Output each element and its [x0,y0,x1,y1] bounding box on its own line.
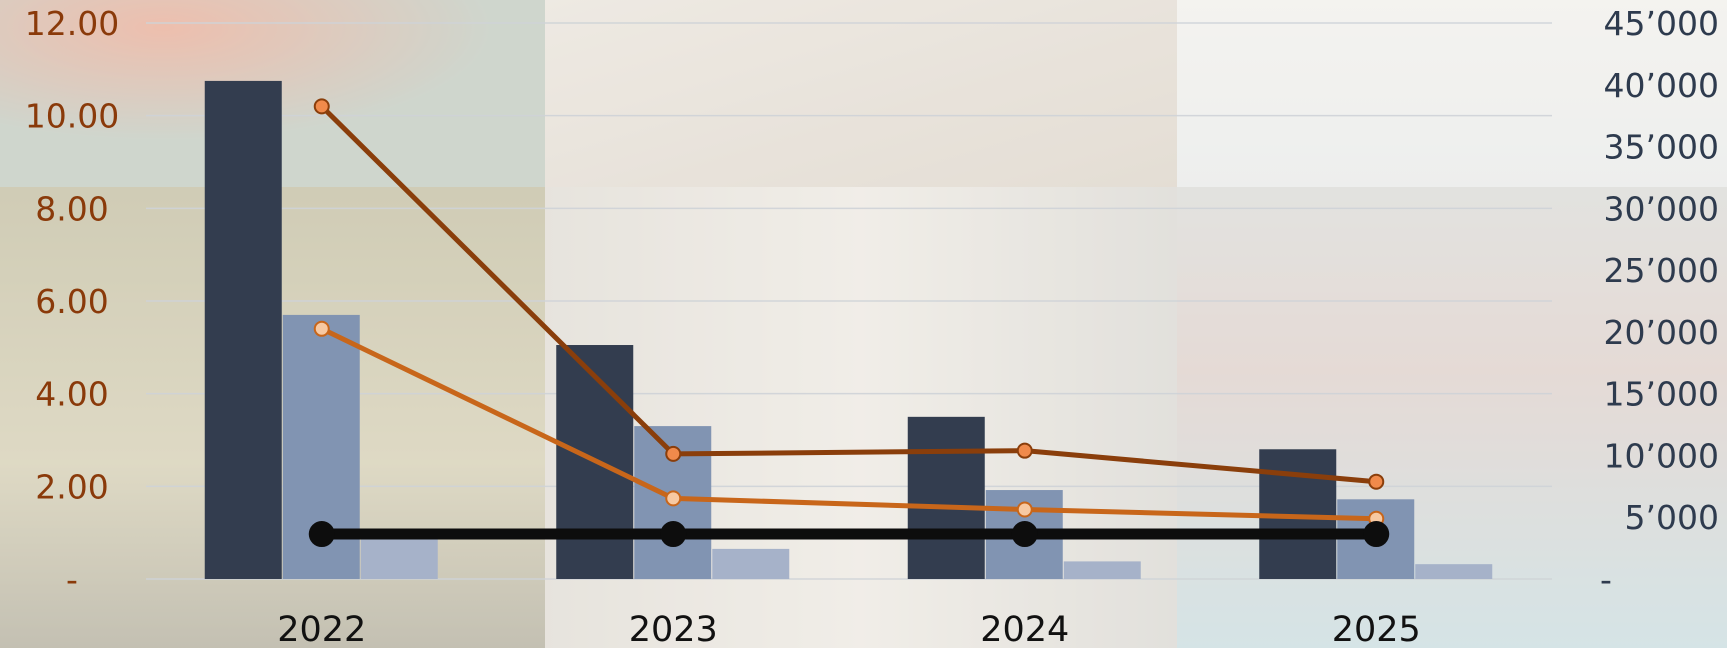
photo-tile-jumper [1177,0,1727,187]
photo-tile-water [545,0,1177,187]
right-tick-label: 35’000 [1604,128,1719,167]
x-tick-label: 2022 [277,610,366,648]
bar [907,416,985,579]
series-point [1368,473,1385,490]
left-tick-label: 4.00 [35,375,108,414]
x-axis: 2022 2023 2024 2025 [277,610,1421,648]
bar [360,538,438,579]
bar [712,548,790,579]
series-point [1011,521,1038,548]
right-tick-label: 20’000 [1604,313,1719,352]
series-point [1363,521,1390,548]
right-tick-label: 25’000 [1604,251,1719,290]
right-tick-label: 15’000 [1604,375,1719,414]
series-point [313,98,330,115]
bar [1063,561,1141,579]
series-point [665,445,682,462]
left-tick-label: - [66,560,78,599]
left-tick-label: 10.00 [25,97,119,136]
series-point [313,320,330,337]
series-line [320,326,1377,522]
x-tick-label: 2024 [980,610,1069,648]
right-tick-label: 40’000 [1604,66,1719,105]
left-tick-label: 2.00 [35,467,108,506]
right-tick-label: 5’000 [1625,498,1719,537]
left-tick-label: 6.00 [35,282,108,321]
line-series [308,98,1390,548]
left-tick-label: 8.00 [35,189,108,228]
x-tick-label: 2023 [629,610,718,648]
left-tick-label: 12.00 [25,4,119,43]
x-tick-label: 2025 [1332,610,1421,648]
series-point [1016,442,1033,459]
series-point [1016,501,1033,518]
left-axis: - 2.00 4.00 6.00 8.00 10.00 12.00 [25,4,119,599]
right-axis: -5’000 10’000 15’000 20’000 25’000 30’000 35’0… [1600,4,1719,599]
series-point [308,521,335,548]
series-point [665,490,682,507]
right-tick-label: 10’000 [1604,436,1719,475]
bar [204,80,282,580]
right-tick-label: 30’000 [1604,189,1719,228]
right-tick-label: 45’000 [1604,4,1719,43]
bar [1415,564,1493,579]
series-point [660,521,687,548]
series-line [319,104,1377,485]
right-tick-label: - [1600,560,1612,599]
